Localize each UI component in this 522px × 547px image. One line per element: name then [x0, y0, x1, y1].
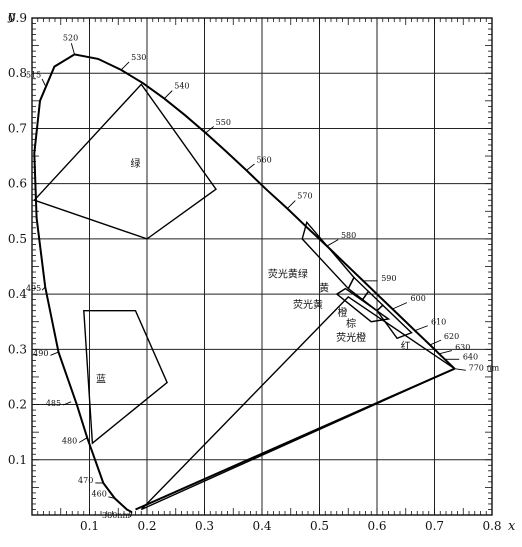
- wavelength-leader: [205, 126, 214, 134]
- wavelength-leader: [41, 286, 46, 291]
- wavelength-leader: [41, 78, 46, 86]
- y-tick-label: 0.5: [8, 232, 27, 246]
- x-tick-label: 0.8: [482, 519, 501, 533]
- x-tick-label: 0.2: [137, 519, 156, 533]
- plot-frame: [31, 17, 493, 516]
- wavelength-leader: [326, 239, 339, 247]
- wavelength-label: 380nm: [102, 511, 130, 520]
- wavelength-leader: [438, 350, 453, 355]
- region-polygon: [376, 304, 413, 340]
- wavelength-leader: [50, 351, 59, 356]
- wavelength-leader: [429, 339, 442, 346]
- x-tick-label: 0.3: [195, 519, 214, 533]
- wavelength-leader: [163, 90, 173, 99]
- wavelength-label: 470: [78, 476, 93, 485]
- wavelength-label: 520: [63, 33, 78, 42]
- wavelength-leader: [78, 437, 88, 443]
- wavelength-label: 485: [46, 399, 61, 408]
- y-axis-title: y: [7, 9, 16, 24]
- wavelength-label: 490: [33, 349, 48, 358]
- wavelength-label: 480: [62, 437, 77, 446]
- region-label: 荧光黄绿: [268, 268, 308, 281]
- region-polygon: [83, 310, 168, 445]
- wavelength-leader: [62, 401, 72, 406]
- wavelength-label: 460: [92, 489, 107, 498]
- wavelength-label: 610: [431, 318, 446, 327]
- region-label: 红: [401, 339, 411, 352]
- x-tick-label: 0.7: [425, 519, 444, 533]
- wavelength-label: 530: [131, 53, 146, 62]
- wavelength-label: 560: [256, 155, 271, 164]
- x-tick-label: 0.1: [80, 519, 99, 533]
- wavelength-label: 495: [26, 284, 41, 293]
- region-label: 荧光黄: [293, 298, 323, 311]
- wavelength-label: 550: [216, 118, 231, 127]
- wavelength-label: 770 nm: [469, 364, 500, 373]
- wavelength-label: 630: [455, 343, 470, 352]
- y-tick-label: 0.8: [8, 66, 27, 80]
- region-label: 绿: [131, 157, 141, 170]
- x-tick-label: 0.5: [310, 519, 329, 533]
- wavelength-label: 640: [463, 352, 478, 361]
- region-label: 蓝: [96, 373, 106, 385]
- y-tick-label: 0.9: [8, 11, 27, 25]
- color-regions: [33, 83, 457, 511]
- wavelength-label: 580: [341, 231, 356, 240]
- wavelength-leader: [246, 163, 255, 171]
- wavelength-label: 590: [381, 274, 396, 283]
- wavelength-label: 620: [444, 332, 459, 341]
- wavelength-leader: [286, 200, 296, 209]
- wavelength-leader: [392, 302, 408, 310]
- tick-labels: 0.1 0.2 0.3 0.4 0.5 0.6 0.7 0.8 0.1 0.2 0.3 0.4 0.5 0…: [8, 11, 502, 533]
- y-tick-label: 0.7: [8, 121, 27, 135]
- wavelength-label: 600: [411, 294, 426, 303]
- region-polygon: [335, 287, 391, 323]
- wavelength-leader: [130, 512, 133, 518]
- y-tick-label: 0.1: [8, 453, 27, 467]
- spectral-locus: [33, 53, 456, 514]
- wavelength-leader: [108, 496, 115, 499]
- x-axis-title: x: [508, 519, 516, 534]
- region-label: 黄: [319, 281, 329, 294]
- wavelength-leader: [120, 61, 130, 71]
- y-tick-label: 0.3: [8, 342, 27, 356]
- region-label: 橙: [338, 306, 348, 319]
- region-label: 荧光橙: [336, 331, 366, 344]
- y-tick-label: 0.4: [8, 287, 27, 301]
- y-tick-label: 0.2: [8, 398, 27, 412]
- wavelength-leader: [454, 368, 466, 371]
- grid: [32, 17, 493, 515]
- wavelength-leader: [414, 325, 428, 331]
- wavelength-label: 570: [297, 192, 312, 201]
- y-tick-label: 0.6: [8, 177, 27, 191]
- x-tick-label: 0.6: [367, 519, 386, 533]
- region-polygon: [33, 83, 217, 240]
- region-label: 棕: [346, 317, 356, 330]
- wavelength-leader: [70, 43, 75, 55]
- purple-line: [135, 367, 456, 511]
- region-polygon: [140, 295, 457, 511]
- wavelength-label: 515: [26, 70, 41, 79]
- wavelength-labels: 380nm 460 470 480 485 490 495 515 520 530 540 550 56…: [26, 33, 500, 520]
- x-tick-label: 0.4: [252, 519, 271, 533]
- wavelength-label: 540: [174, 82, 189, 91]
